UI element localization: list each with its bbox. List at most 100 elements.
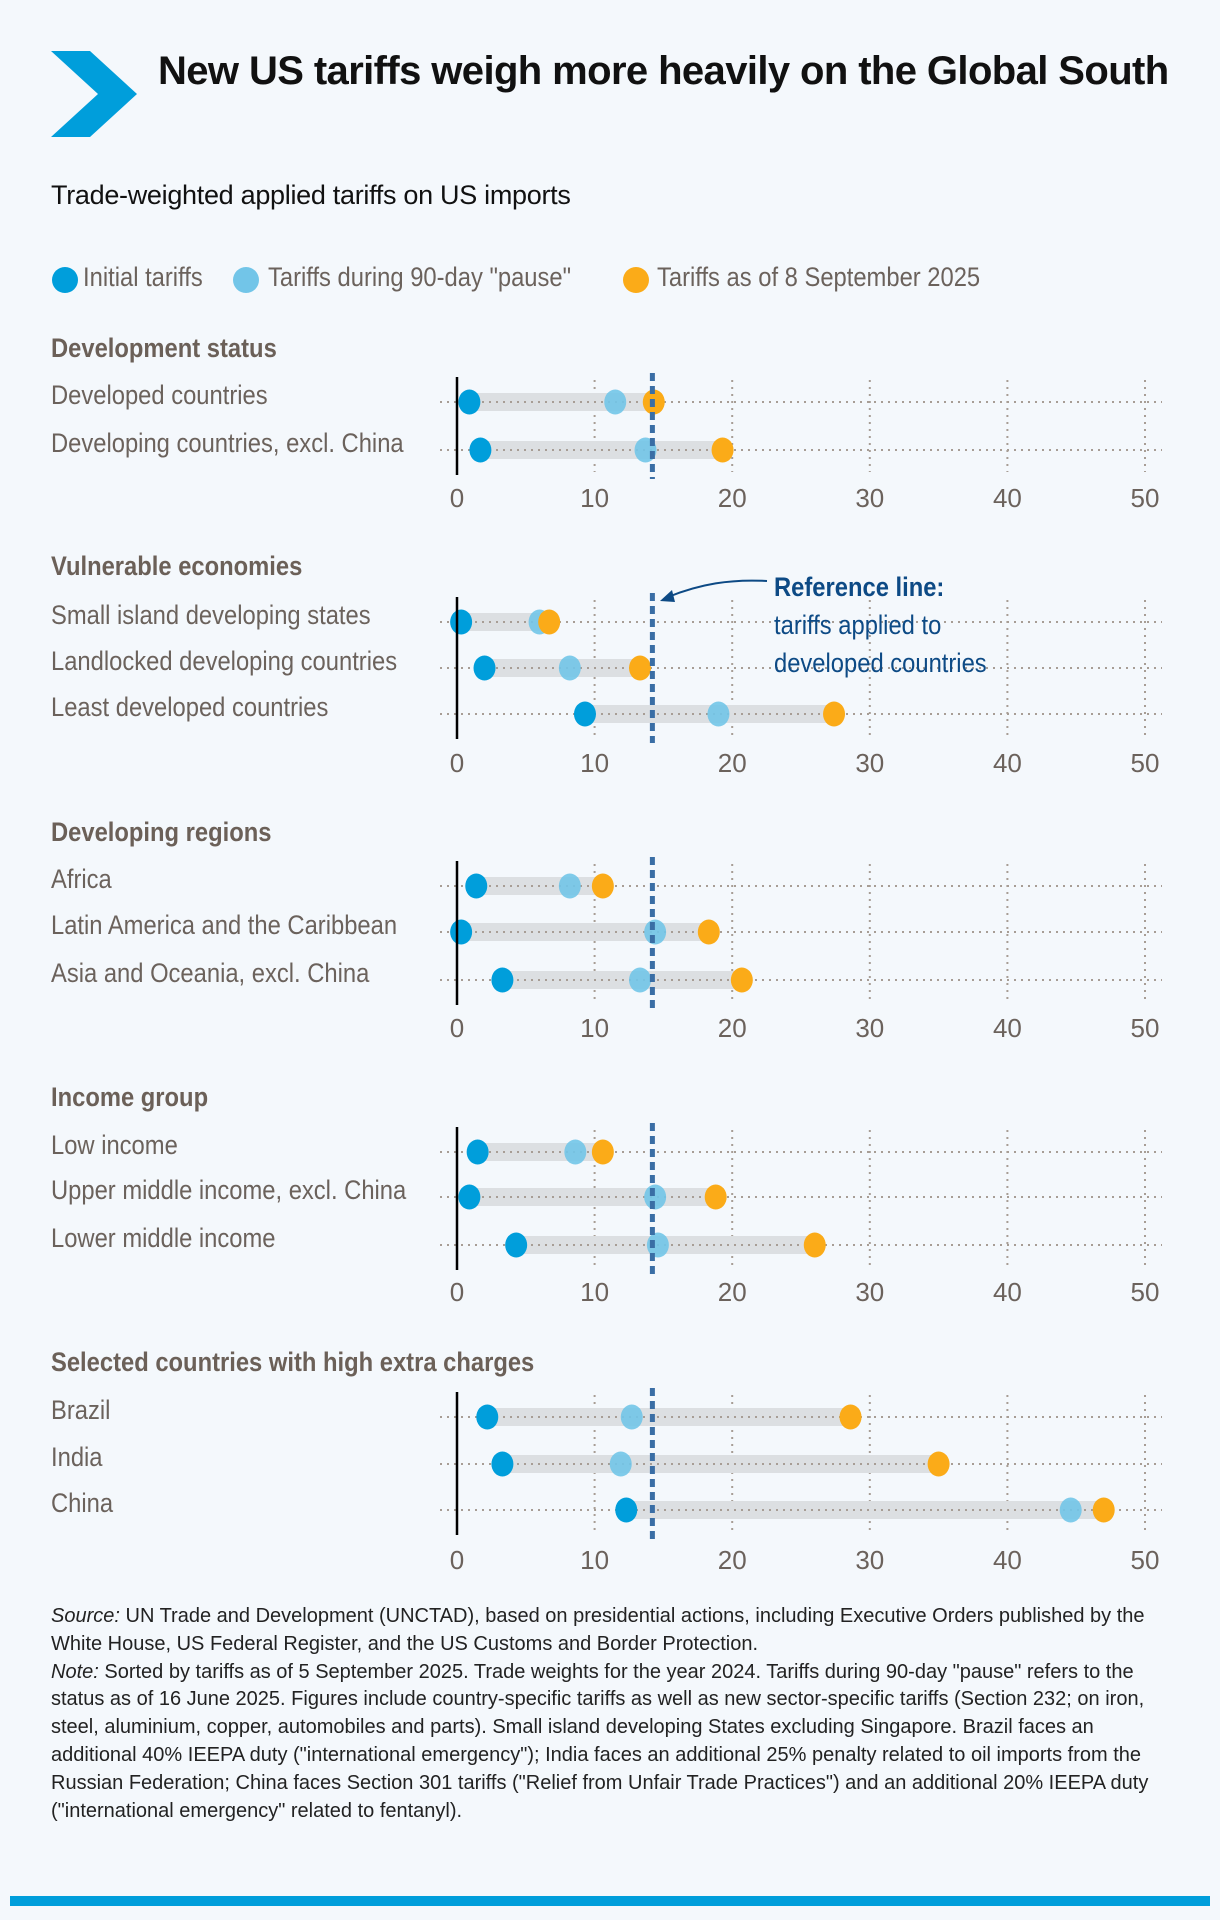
legend-label-september: Tariffs as of 8 September 2025 (657, 262, 981, 292)
dot-pause (646, 1232, 669, 1258)
annotation-line-1: tariffs applied to (774, 610, 942, 640)
dot-pause (558, 873, 581, 899)
dot-initial (450, 919, 473, 945)
dot-initial (469, 437, 492, 463)
dot-pause (707, 701, 730, 727)
dot-september (927, 1451, 950, 1477)
x-tick-label: 50 (1131, 483, 1160, 513)
dot-initial (450, 609, 473, 635)
legend-label-initial: Initial tariffs (83, 262, 203, 292)
dot-september (697, 919, 720, 945)
row-label: Developing countries, excl. China (51, 428, 404, 458)
note-text: Sorted by tariffs as of 5 September 2025… (51, 1660, 1149, 1822)
x-tick-label: 40 (993, 483, 1022, 513)
row-label: Least developed countries (51, 692, 329, 722)
x-tick-label: 30 (855, 1013, 884, 1043)
x-tick-label: 50 (1131, 748, 1160, 778)
dot-september (711, 437, 734, 463)
arrowhead-icon (660, 590, 675, 602)
dot-initial (573, 701, 596, 727)
section-title: Vulnerable economies (51, 551, 303, 581)
x-tick-label: 10 (580, 1545, 609, 1575)
dot-initial (465, 873, 488, 899)
dot-pause (558, 655, 581, 681)
chevron-right-icon (51, 51, 137, 137)
dot-september (839, 1404, 862, 1430)
legend-dot-september (623, 267, 649, 293)
x-tick-label: 30 (855, 483, 884, 513)
x-tick-label: 10 (580, 1277, 609, 1307)
dot-september (803, 1232, 826, 1258)
row-label: Asia and Oceania, excl. China (51, 958, 370, 988)
x-tick-label: 0 (450, 483, 464, 513)
x-tick-label: 20 (718, 1013, 747, 1043)
dot-september (591, 1139, 614, 1165)
row-label: China (51, 1488, 114, 1518)
dot-september (704, 1184, 727, 1210)
range-bar (487, 1408, 851, 1426)
x-tick-label: 50 (1131, 1277, 1160, 1307)
dot-september (823, 701, 846, 727)
row-label: Small island developing states (51, 600, 371, 630)
dot-initial (505, 1232, 528, 1258)
x-tick-label: 20 (718, 1545, 747, 1575)
legend-dot-pause (233, 267, 259, 293)
dot-initial (491, 1451, 514, 1477)
x-tick-label: 0 (450, 1277, 464, 1307)
row-label: Africa (51, 864, 112, 894)
x-tick-label: 20 (718, 1277, 747, 1307)
legend-label-pause: Tariffs during 90-day "pause" (268, 262, 572, 292)
dot-september (591, 873, 614, 899)
x-tick-label: 30 (855, 748, 884, 778)
row-label: Upper middle income, excl. China (51, 1175, 407, 1205)
x-tick-label: 30 (855, 1277, 884, 1307)
chart-subtitle: Trade-weighted applied tariffs on US imp… (51, 180, 571, 210)
row-label: India (51, 1442, 103, 1472)
dot-pause (644, 919, 667, 945)
dot-initial (473, 655, 496, 681)
row-label: Latin America and the Caribbean (51, 910, 398, 940)
dot-initial (458, 389, 481, 415)
dot-pause (1059, 1497, 1082, 1523)
source-label: Source: (51, 1605, 120, 1627)
row-label: Lower middle income (51, 1223, 276, 1253)
dot-initial (466, 1139, 489, 1165)
reference-line-annotation: Reference line: tariffs applied to devel… (774, 568, 987, 682)
x-tick-label: 40 (993, 1277, 1022, 1307)
dot-initial (491, 967, 514, 993)
annotation-title: Reference line: (774, 572, 945, 602)
range-bar (626, 1501, 1104, 1519)
annotation-arrow (667, 579, 768, 598)
x-tick-label: 40 (993, 1545, 1022, 1575)
x-tick-label: 40 (993, 1013, 1022, 1043)
section-title: Developing regions (51, 817, 272, 847)
bottom-accent-bar (10, 1896, 1210, 1906)
row-label: Brazil (51, 1395, 111, 1425)
x-tick-label: 10 (580, 483, 609, 513)
page-title: New US tariffs weigh more heavily on the… (158, 49, 1169, 93)
annotation-line-2: developed countries (774, 648, 987, 678)
x-tick-label: 50 (1131, 1545, 1160, 1575)
x-tick-label: 0 (450, 1545, 464, 1575)
dot-pause (644, 1184, 667, 1210)
dot-initial (458, 1184, 481, 1210)
dot-september (538, 609, 561, 635)
dot-pause (629, 967, 652, 993)
dot-pause (564, 1139, 587, 1165)
x-tick-label: 30 (855, 1545, 884, 1575)
x-tick-label: 10 (580, 1013, 609, 1043)
dot-initial (615, 1497, 638, 1523)
x-tick-label: 10 (580, 748, 609, 778)
row-label: Low income (51, 1130, 178, 1160)
section-title: Selected countries with high extra charg… (51, 1347, 535, 1377)
row-label: Landlocked developing countries (51, 646, 398, 676)
dot-september (1092, 1497, 1115, 1523)
legend-dot-initial (52, 267, 78, 293)
x-tick-label: 20 (718, 748, 747, 778)
dot-september (629, 655, 652, 681)
source-text: UN Trade and Development (UNCTAD), based… (51, 1605, 1145, 1655)
x-tick-label: 50 (1131, 1013, 1160, 1043)
section-title: Income group (51, 1082, 209, 1112)
dot-pause (620, 1404, 643, 1430)
